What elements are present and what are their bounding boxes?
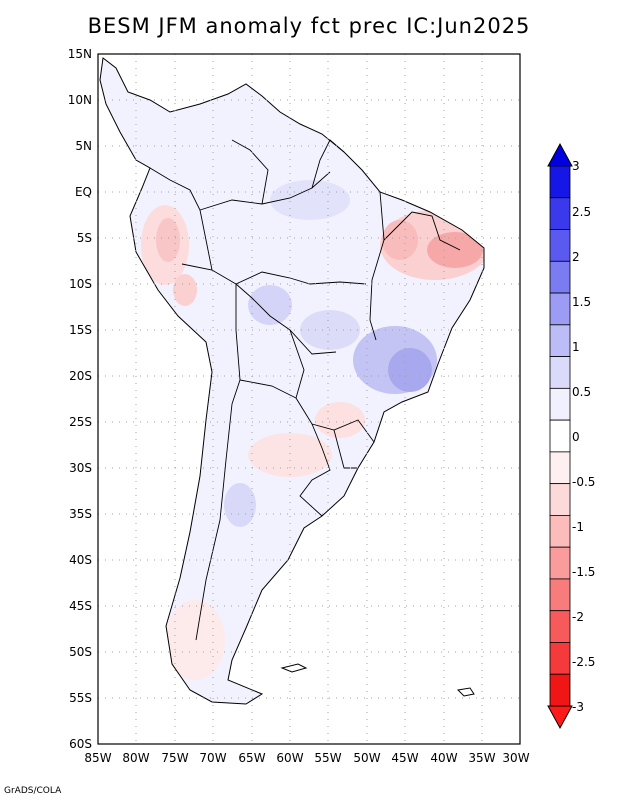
lon-label-40w: 40W [430, 751, 457, 765]
lon-label-80w: 80W [122, 751, 149, 765]
colorbar-top-arrow [547, 142, 573, 167]
colorbar-label-0-5: 0.5 [572, 385, 591, 399]
colorbar-label-2: 2 [572, 250, 580, 264]
colorbar-box [549, 483, 571, 516]
lon-label-85w: 85W [84, 751, 111, 765]
lon-axis: 85W 80W 75W 70W 65W 60W 55W 50W 45W 40W … [84, 751, 529, 765]
lat-label-5s: 5S [77, 231, 92, 245]
lat-label-35s: 35S [69, 507, 92, 521]
coastline [99, 57, 485, 705]
colorbar-box [549, 610, 571, 643]
lat-label-20s: 20S [69, 369, 92, 383]
colorbar-box [549, 165, 571, 199]
map-title: BESM JFM anomaly fct prec IC:Jun2025 [87, 14, 531, 38]
lat-label-10s: 10S [69, 277, 92, 291]
graticule [98, 54, 520, 744]
colorbar-box [549, 642, 571, 675]
lat-label-60s: 60S [69, 737, 92, 751]
lat-label-15n: 15N [68, 47, 92, 61]
colorbar-box [549, 356, 571, 389]
lat-label-15s: 15S [69, 323, 92, 337]
lon-label-70w: 70W [199, 751, 226, 765]
colorbar-box [549, 419, 571, 453]
lat-label-55s: 55S [69, 691, 92, 705]
lon-label-30w: 30W [502, 751, 529, 765]
colorbar-boxes [549, 165, 571, 707]
colorbar-box [549, 324, 571, 357]
colorbar: 3 2.5 2 1.5 1 0.5 0 -0.5 -1 -1.5 -2 -2.5… [547, 142, 595, 730]
colorbar-label-neg-1: -1 [572, 520, 584, 534]
colorbar-box [549, 387, 571, 421]
lat-axis: 15N 10N 5N EQ 5S 10S 15S 20S 25S 30S 35S… [68, 47, 92, 751]
colorbar-box [549, 260, 571, 294]
colorbar-label-1-5: 1.5 [572, 295, 591, 309]
colorbar-box [549, 578, 571, 612]
lon-label-45w: 45W [391, 751, 418, 765]
colorbar-box [549, 515, 571, 548]
colorbar-bottom-arrow [547, 705, 573, 730]
lat-label-40s: 40S [69, 553, 92, 567]
colorbar-labels: 3 2.5 2 1.5 1 0.5 0 -0.5 -1 -1.5 -2 -2.5… [572, 159, 595, 714]
colorbar-label-neg-1-5: -1.5 [572, 565, 595, 579]
colorbar-box [549, 229, 571, 262]
footer-credit: GrADS/COLA [4, 786, 62, 796]
colorbar-label-0: 0 [572, 430, 580, 444]
lon-label-75w: 75W [161, 751, 188, 765]
lat-label-10n: 10N [68, 93, 92, 107]
lon-label-50w: 50W [353, 751, 380, 765]
colorbar-label-2-5: 2.5 [572, 205, 591, 219]
colorbar-box [549, 546, 571, 580]
colorbar-box [549, 197, 571, 230]
colorbar-label-neg-0-5: -0.5 [572, 475, 595, 489]
colorbar-label-3: 3 [572, 159, 580, 173]
colorbar-label-neg-2: -2 [572, 610, 584, 624]
colorbar-box [549, 673, 571, 707]
lat-label-eq: EQ [75, 185, 92, 199]
colorbar-label-1: 1 [572, 340, 580, 354]
country-borders [149, 139, 461, 641]
lon-label-55w: 55W [314, 751, 341, 765]
lon-label-60w: 60W [276, 751, 303, 765]
colorbar-box [549, 451, 571, 485]
lat-label-50s: 50S [69, 645, 92, 659]
lat-label-25s: 25S [69, 415, 92, 429]
colorbar-label-neg-2-5: -2.5 [572, 655, 595, 669]
lat-label-45s: 45S [69, 599, 92, 613]
lon-label-65w: 65W [238, 751, 265, 765]
colorbar-label-neg-3: -3 [572, 700, 584, 714]
colorbar-box [549, 292, 571, 326]
lat-label-30s: 30S [69, 461, 92, 475]
lon-label-35w: 35W [468, 751, 495, 765]
map-frame [97, 53, 521, 745]
lat-label-5n: 5N [75, 139, 92, 153]
